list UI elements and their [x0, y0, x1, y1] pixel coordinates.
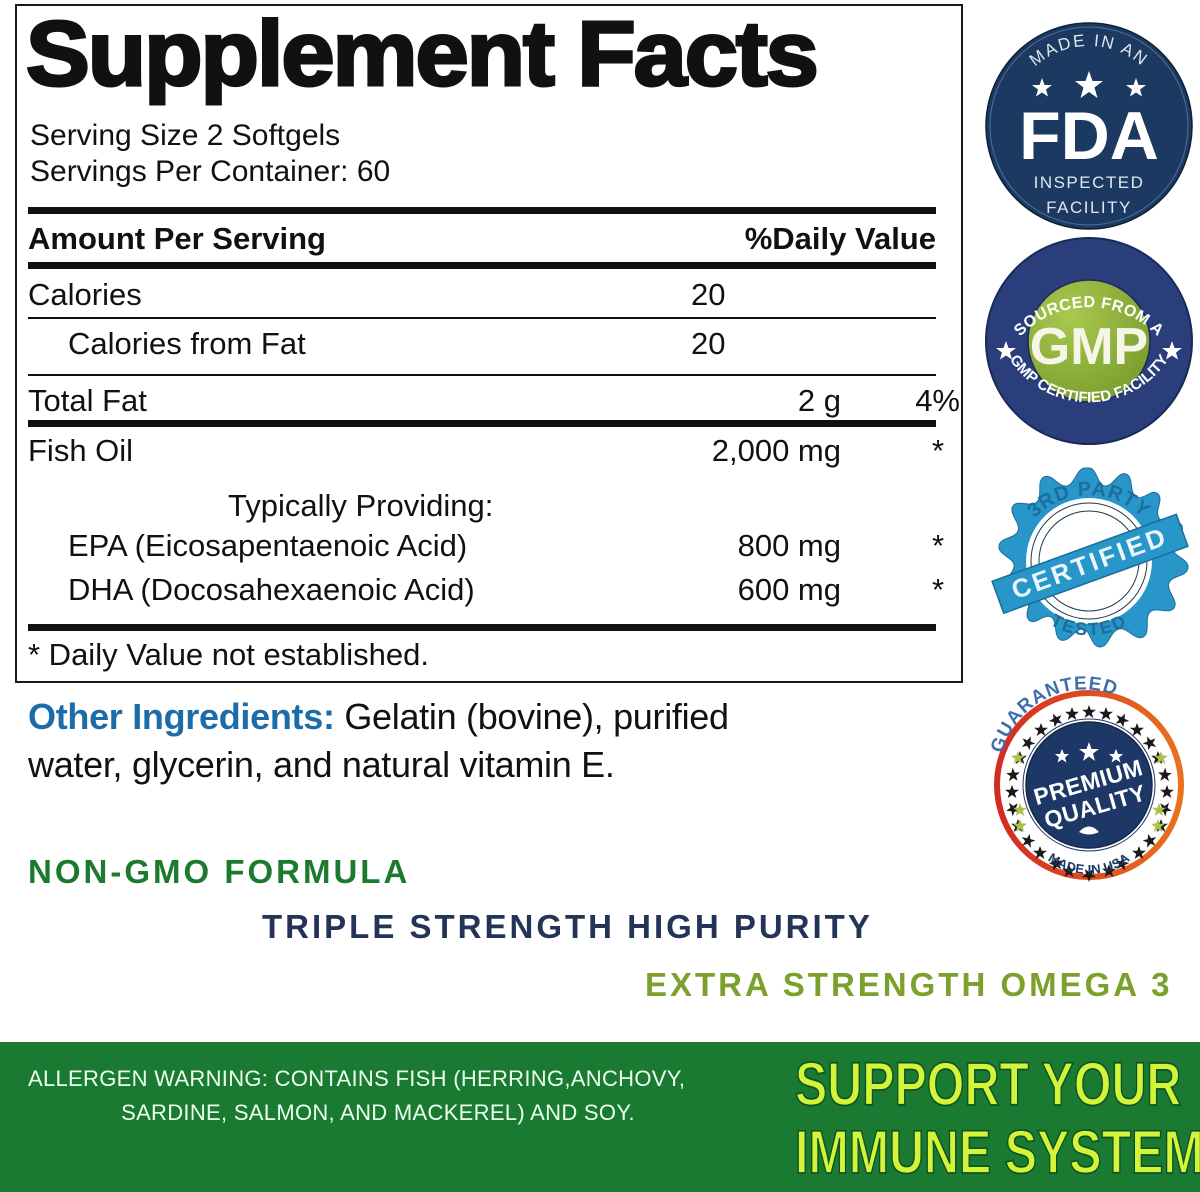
svg-text:FACILITY: FACILITY: [1046, 198, 1132, 217]
svg-text:GMP: GMP: [1030, 318, 1148, 376]
svg-text:FDA: FDA: [1019, 98, 1159, 174]
svg-text:INSPECTED: INSPECTED: [1034, 173, 1145, 192]
